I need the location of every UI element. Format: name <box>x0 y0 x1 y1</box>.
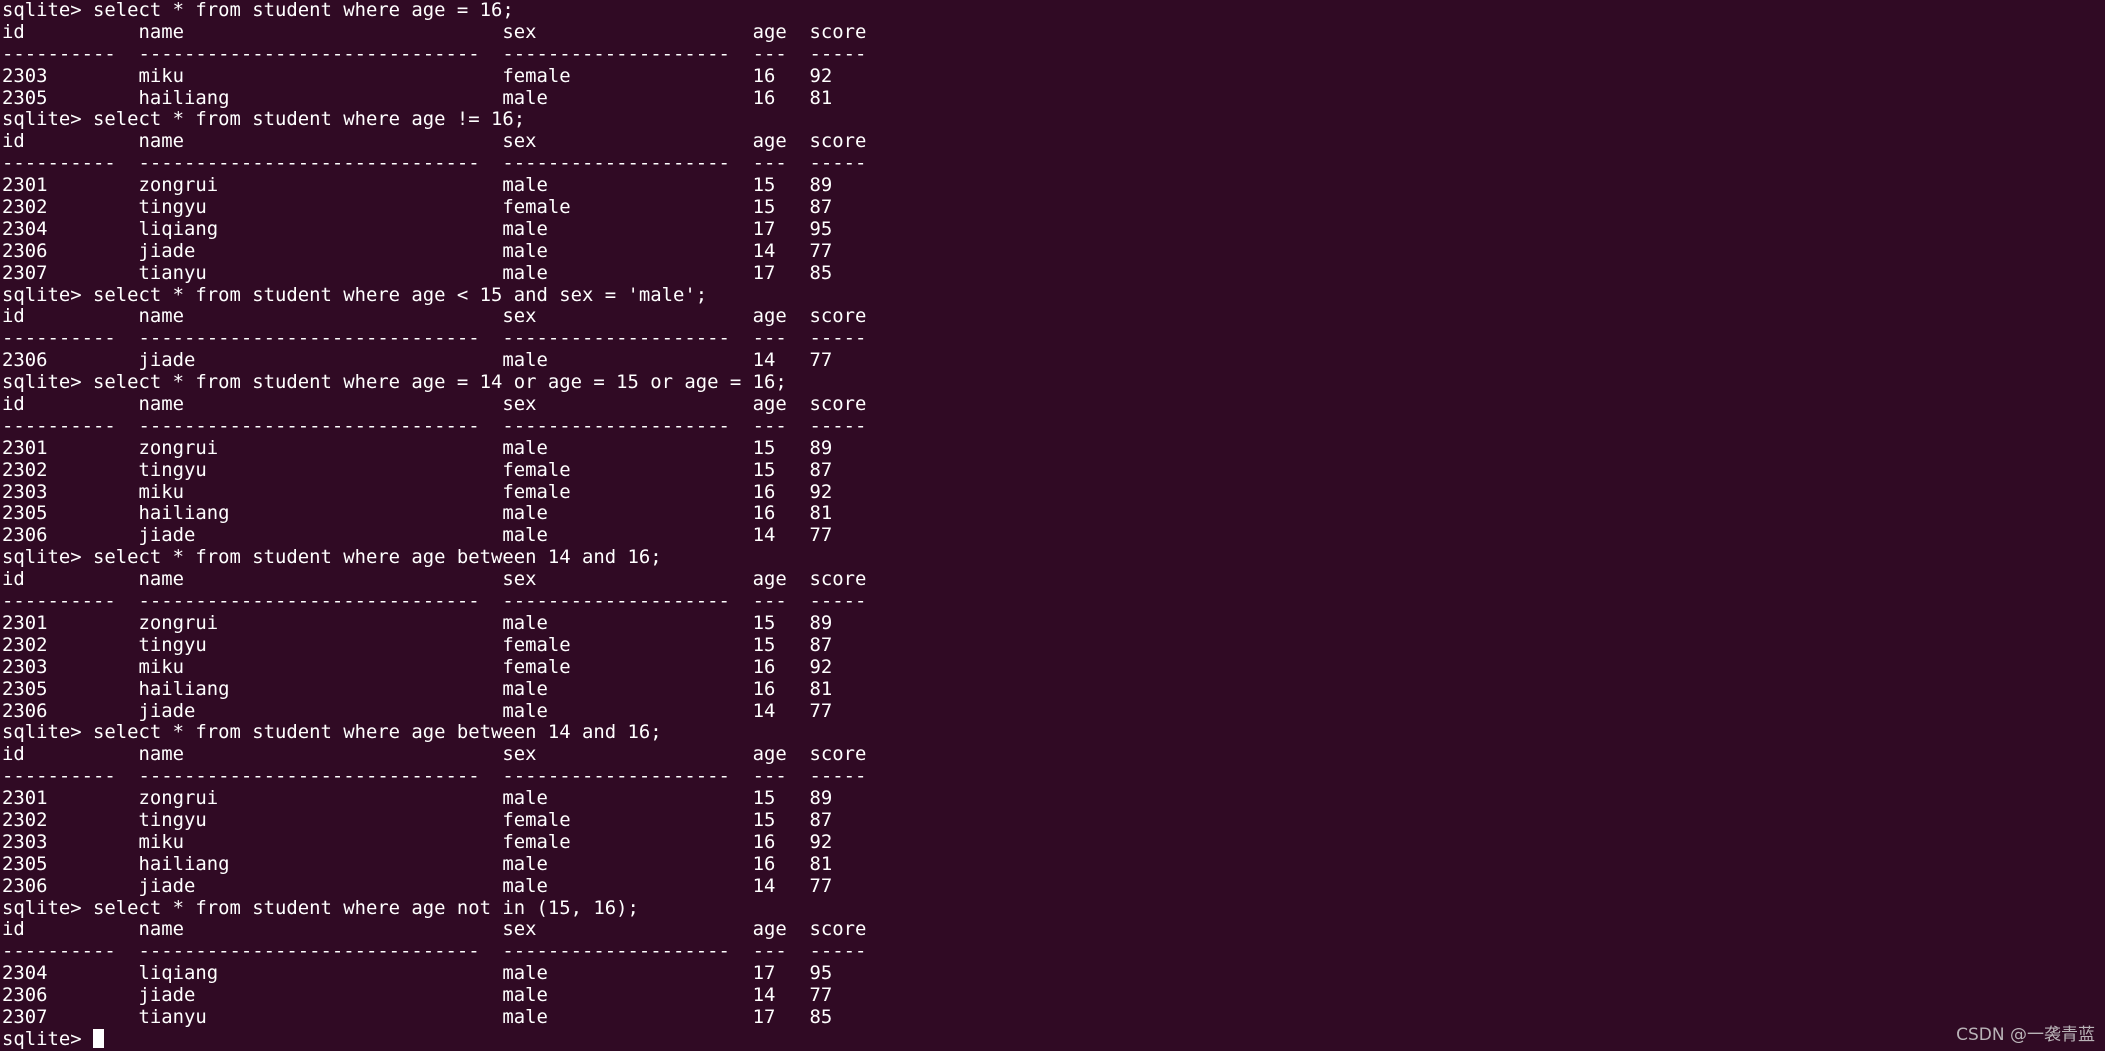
command-line: sqlite> select * from student where age … <box>2 283 708 306</box>
table-header: id name sex age score <box>2 918 867 941</box>
table-row: 2302 tingyu female 15 87 <box>2 633 833 656</box>
table-row: 2306 jiade male 14 77 <box>2 699 833 722</box>
table-row: 2302 tingyu female 15 87 <box>2 458 833 481</box>
table-header: id name sex age score <box>2 305 867 328</box>
table-header: id name sex age score <box>2 568 867 591</box>
table-divider: ---------- -----------------------------… <box>2 42 867 65</box>
command-line: sqlite> select * from student where age … <box>2 371 787 394</box>
cursor <box>93 1028 104 1048</box>
table-row: 2307 tianyu male 17 85 <box>2 261 833 284</box>
table-row: 2305 hailiang male 16 81 <box>2 677 833 700</box>
table-divider: ---------- -----------------------------… <box>2 327 867 350</box>
table-row: 2303 miku female 16 92 <box>2 830 833 853</box>
table-divider: ---------- -----------------------------… <box>2 414 867 437</box>
command-line: sqlite> select * from student where age … <box>2 721 662 744</box>
table-row: 2306 jiade male 14 77 <box>2 239 833 262</box>
table-row: 2301 zongrui male 15 89 <box>2 611 833 634</box>
table-row: 2304 liqiang male 17 95 <box>2 962 833 985</box>
table-row: 2302 tingyu female 15 87 <box>2 196 833 219</box>
table-header: id name sex age score <box>2 743 867 766</box>
table-row: 2307 tianyu male 17 85 <box>2 1005 833 1028</box>
command-line: sqlite> select * from student where age … <box>2 108 526 131</box>
table-row: 2305 hailiang male 16 81 <box>2 86 833 109</box>
watermark: CSDN @一袭青蓝 <box>1956 1025 2095 1045</box>
command-line: sqlite> select * from student where age … <box>2 546 662 569</box>
table-header: id name sex age score <box>2 20 867 43</box>
table-row: 2306 jiade male 14 77 <box>2 874 833 897</box>
table-row: 2301 zongrui male 15 89 <box>2 787 833 810</box>
terminal-output[interactable]: sqlite> select * from student where age … <box>2 0 866 1051</box>
table-divider: ---------- -----------------------------… <box>2 940 867 963</box>
table-row: 2301 zongrui male 15 89 <box>2 174 833 197</box>
table-row: 2306 jiade male 14 77 <box>2 524 833 547</box>
table-row: 2305 hailiang male 16 81 <box>2 852 833 875</box>
table-row: 2303 miku female 16 92 <box>2 480 833 503</box>
table-row: 2302 tingyu female 15 87 <box>2 808 833 831</box>
table-row: 2306 jiade male 14 77 <box>2 349 833 372</box>
table-row: 2303 miku female 16 92 <box>2 64 833 87</box>
command-line: sqlite> select * from student where age … <box>2 0 514 21</box>
table-divider: ---------- -----------------------------… <box>2 765 867 788</box>
table-row: 2304 liqiang male 17 95 <box>2 217 833 240</box>
table-row: 2301 zongrui male 15 89 <box>2 436 833 459</box>
command-line: sqlite> select * from student where age … <box>2 896 639 919</box>
table-divider: ---------- -----------------------------… <box>2 152 867 175</box>
table-header: id name sex age score <box>2 393 867 416</box>
prompt-line[interactable]: sqlite> <box>2 1028 866 1051</box>
table-divider: ---------- -----------------------------… <box>2 590 867 613</box>
table-row: 2305 hailiang male 16 81 <box>2 502 833 525</box>
table-header: id name sex age score <box>2 130 867 153</box>
table-row: 2306 jiade male 14 77 <box>2 984 833 1007</box>
table-row: 2303 miku female 16 92 <box>2 655 833 678</box>
